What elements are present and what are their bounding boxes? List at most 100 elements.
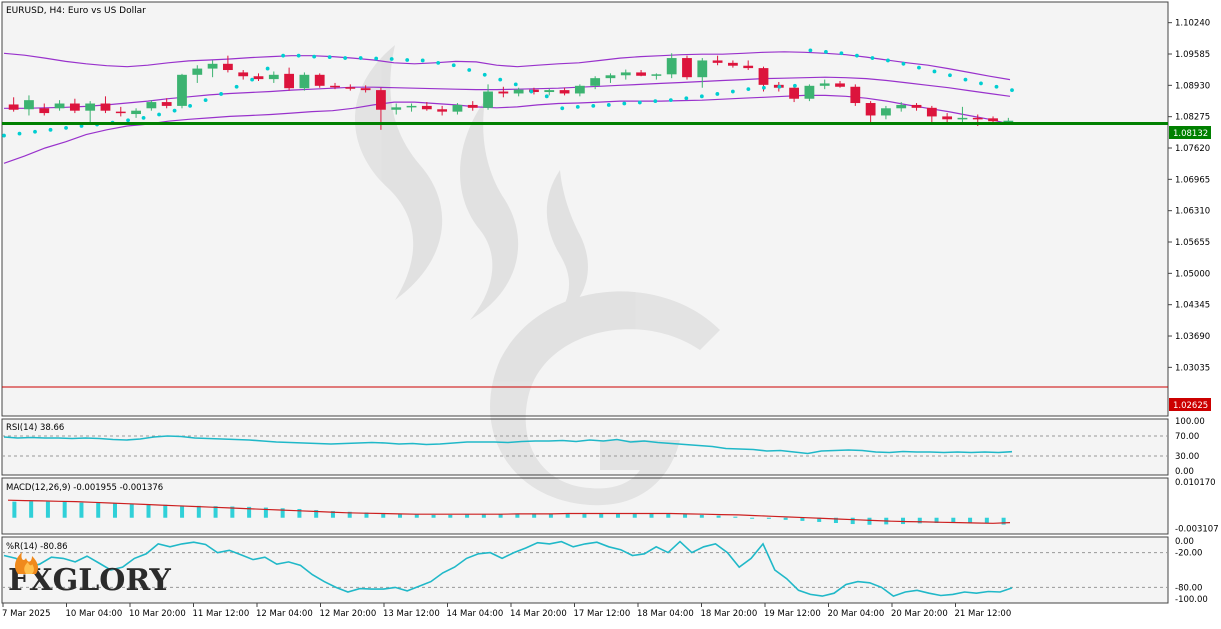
sar-dot (219, 92, 224, 96)
sar-dot (436, 60, 441, 65)
sar-dot (668, 98, 673, 103)
bull-candle (896, 104, 907, 109)
macd-bar (582, 513, 587, 518)
sar-dot (901, 61, 906, 66)
macd-bar (481, 514, 486, 518)
bear-candle (284, 73, 295, 89)
macd-bar (498, 514, 503, 518)
bull-candle (819, 83, 830, 86)
macd-label: MACD(12,26,9) -0.001955 -0.001376 (6, 483, 163, 493)
sar-dot (482, 72, 487, 77)
sar-dot (963, 77, 968, 82)
rsi-label: RSI(14) 38.66 (6, 423, 64, 433)
time-tick-label: 13 Mar 12:00 (383, 609, 440, 619)
price-tick-label: 1.04345 (1175, 301, 1210, 311)
macd-bar (112, 503, 117, 518)
bear-candle (345, 87, 356, 89)
price-pane[interactable] (1, 1, 1169, 417)
time-tick-label: 20 Mar 20:00 (891, 609, 948, 619)
sar-dot (203, 98, 208, 103)
macd-bar (1001, 517, 1006, 525)
bear-candle (988, 118, 998, 122)
lower-level-tag (1169, 398, 1211, 411)
bear-candle (115, 111, 126, 114)
bull-candle (574, 85, 585, 94)
macd-bar (867, 517, 872, 525)
macd-bar (280, 508, 285, 518)
macd-bar (515, 514, 520, 518)
sar-dot (48, 127, 53, 132)
bear-candle (559, 90, 570, 94)
bear-candle (161, 102, 172, 106)
bear-candle (69, 103, 80, 111)
macd-bar (263, 507, 268, 518)
sar-dot (64, 126, 68, 130)
macd-bar (297, 508, 302, 518)
bull-candle (804, 85, 815, 99)
macd-bar (565, 513, 570, 518)
macd-bar (146, 504, 151, 518)
horizontal-levels[interactable] (2, 122, 1168, 388)
sar-dot (917, 65, 921, 70)
bull-candle (268, 74, 279, 80)
price-tick-label: 1.06965 (1175, 175, 1210, 185)
macd-bar (247, 506, 252, 518)
time-tick-label: 10 Mar 20:00 (129, 609, 186, 619)
sar-dot (343, 56, 348, 60)
macd-bar (465, 514, 470, 518)
bull-candle (666, 58, 677, 75)
wpr-pane[interactable] (1, 536, 1169, 604)
rsi-pane[interactable] (1, 418, 1169, 476)
macd-bar (532, 513, 537, 518)
rsi-line: 70.00 30.00 0.00 100.00 (3, 417, 1205, 477)
bear-candle (421, 105, 432, 110)
bear-candle (758, 68, 769, 85)
bull-candle (590, 78, 601, 86)
price-tick-label: 1.10240 (1175, 19, 1210, 29)
bear-candle (926, 107, 937, 117)
sar-dot (699, 94, 704, 99)
sar-dot (979, 81, 983, 86)
bear-candle (743, 65, 754, 69)
sar-dot (17, 131, 22, 136)
price-tick-label: 1.07620 (1175, 144, 1210, 154)
bear-candle (39, 108, 50, 114)
time-tick-label: 11 Mar 12:00 (193, 609, 250, 619)
macd-bar (833, 517, 838, 523)
macd-bar (29, 501, 34, 518)
macd-bar (414, 514, 419, 518)
bands-lower-line (3, 94, 1011, 164)
sar-dot (358, 56, 363, 60)
sar-dot (451, 63, 456, 68)
candlesticks[interactable] (8, 53, 1014, 130)
sar-dot (824, 49, 828, 54)
sar-dot (560, 106, 565, 111)
time-tick-label: 12 Mar 04:00 (256, 609, 313, 619)
macd-bar (766, 517, 771, 519)
rsi-series (3, 435, 1013, 455)
bull-candle (207, 63, 218, 69)
sar-dot (498, 77, 503, 82)
sar-dot (296, 53, 301, 58)
bull-candle (697, 60, 708, 78)
sar-dot (327, 55, 332, 60)
macd-bar (180, 505, 185, 518)
sar-dot (730, 89, 735, 94)
bear-candle (330, 85, 340, 88)
macd-bar (934, 517, 939, 523)
macd-tick-label: 0.010170 (1175, 478, 1216, 488)
bear-candle (682, 58, 692, 78)
sar-dot (777, 84, 782, 89)
time-tick-label: 18 Mar 04:00 (637, 609, 694, 619)
sar-dot (529, 89, 534, 94)
macd-bar (381, 513, 386, 518)
sar-dot (265, 66, 270, 71)
sar-dot (591, 104, 596, 108)
wpr-tick-label: -20.00 (1175, 549, 1202, 559)
bear-candle (636, 72, 646, 76)
bull-candle (881, 108, 891, 116)
price-tick-label: 1.03035 (1175, 363, 1210, 373)
time-tick-label: 14 Mar 20:00 (510, 609, 567, 619)
